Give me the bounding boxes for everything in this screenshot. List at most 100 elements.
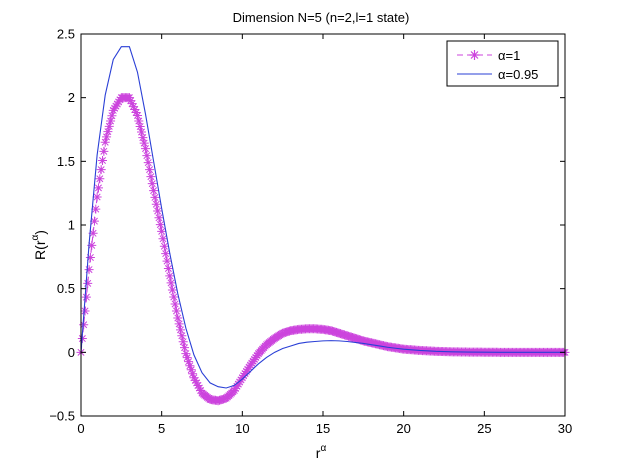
series-point-0-19: [102, 132, 112, 142]
y-axis-label: R(rα): [30, 230, 48, 260]
series-point-0-69: [169, 292, 179, 302]
x-axis-label-base: r: [316, 445, 321, 461]
series-point-0-121: [239, 371, 249, 381]
series-layer: [76, 46, 570, 406]
series-point-0-51: [145, 165, 155, 175]
series-point-0-10: [89, 216, 99, 226]
series-point-0-43: [134, 116, 144, 126]
series-point-0-9: [88, 228, 98, 238]
series-point-0-62: [159, 241, 169, 251]
series-point-0-67: [166, 278, 176, 288]
x-tick-label: 25: [477, 421, 491, 436]
y-tick-label: 2.5: [57, 27, 75, 42]
series-point-0-88: [194, 383, 204, 393]
series-point-0-118: [235, 377, 245, 387]
x-tick-label: 5: [158, 421, 165, 436]
series-point-0-125: [244, 362, 254, 372]
series-point-0-13: [93, 183, 103, 193]
series-point-0-18: [100, 137, 110, 147]
series-point-0-115: [231, 383, 241, 393]
series-point-0-52: [146, 172, 156, 182]
series-point-0-8: [87, 240, 97, 250]
series-point-0-23: [107, 111, 117, 121]
legend-label-0: α=1: [498, 48, 520, 63]
series-point-0-77: [180, 343, 190, 353]
axes-layer: 0 5 10 15 20 25 30−0.500.511.522.5: [49, 27, 572, 437]
series-point-0-38: [127, 99, 137, 109]
legend-label-1: α=0.95: [498, 67, 538, 82]
series-line-1: [80, 46, 565, 389]
series-point-0-45: [137, 127, 146, 137]
y-axis-label-sup: α: [30, 235, 41, 241]
y-axis-label-suffix: ): [32, 230, 48, 235]
x-tick-label: 10: [235, 421, 249, 436]
series-point-0-78: [181, 349, 191, 359]
series-point-0-117: [233, 379, 243, 389]
legend: α=1 α=0.95: [446, 40, 559, 87]
series-point-0-22: [106, 116, 116, 126]
series-point-0-80: [184, 357, 194, 367]
series-point-0-56: [151, 199, 161, 209]
series-point-0-116: [232, 381, 242, 391]
series-point-0-114: [229, 386, 239, 396]
series-point-0-39: [128, 102, 138, 112]
series-point-0-55: [150, 192, 160, 202]
series-point-0-85: [190, 375, 200, 385]
series-point-0-61: [158, 234, 168, 244]
series-point-0-12: [92, 192, 102, 202]
y-tick-label: 2: [68, 90, 75, 105]
series-point-0-63: [161, 249, 171, 259]
y-tick-label: 0.5: [57, 281, 75, 296]
series-point-0-68: [167, 285, 177, 295]
series-point-0-26: [111, 101, 121, 111]
series-point-0-83: [188, 369, 198, 379]
series-point-0-7: [85, 252, 95, 262]
series-point-0-120: [237, 373, 247, 383]
series-point-0-17: [99, 146, 109, 156]
series-point-0-76: [178, 337, 188, 347]
series-point-0-47: [139, 138, 149, 148]
series-point-0-87: [193, 380, 203, 390]
series-point-0-2: [79, 320, 89, 330]
series-point-0-124: [243, 364, 253, 374]
series-point-0-72: [173, 313, 183, 323]
series-point-0-41: [131, 108, 141, 118]
series-point-0-14: [95, 174, 105, 184]
series-point-0-81: [185, 361, 195, 371]
series-point-0-50: [143, 158, 153, 168]
y-tick-label: 1.5: [57, 154, 75, 169]
series-point-0-66: [165, 271, 175, 281]
y-tick-label: −0.5: [49, 409, 75, 424]
series-point-0-57: [153, 206, 163, 216]
x-axis-label-sup: α: [320, 443, 326, 454]
series-point-0-20: [103, 127, 113, 137]
series-point-0-71: [171, 306, 181, 316]
series-point-0-73: [174, 319, 184, 329]
y-tick-label: 0: [68, 345, 75, 360]
series-point-0-44: [135, 122, 145, 132]
series-point-0-54: [149, 186, 159, 196]
series-point-0-65: [163, 264, 173, 274]
chart-title: Dimension N=5 (n=2,l=1 state): [233, 10, 410, 25]
x-axis-label: rα: [316, 443, 327, 461]
series-point-0-82: [186, 365, 196, 375]
series-point-0-24: [108, 105, 118, 115]
series-point-0-15: [96, 165, 106, 175]
series-point-0-122: [240, 369, 250, 379]
series-point-0-37: [126, 96, 136, 106]
series-point-0-5: [83, 278, 93, 288]
series-point-0-40: [130, 105, 140, 115]
series-point-0-70: [170, 299, 180, 309]
series-point-0-64: [162, 256, 172, 266]
series-point-0-48: [141, 144, 151, 154]
x-tick-label: 15: [316, 421, 330, 436]
y-tick-label: 1: [68, 218, 75, 233]
x-tick-label: 30: [558, 421, 572, 436]
plot-background: [81, 34, 565, 416]
series-point-0-21: [104, 121, 114, 131]
series-point-0-74: [175, 325, 185, 335]
x-tick-label: 0: [77, 421, 84, 436]
legend-box: [446, 40, 559, 87]
series-point-0-25: [110, 103, 120, 113]
